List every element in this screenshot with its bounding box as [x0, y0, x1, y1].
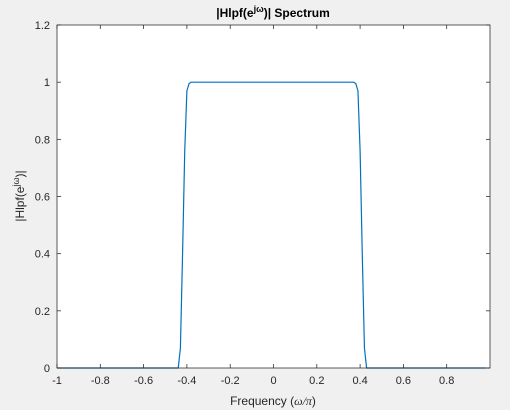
y-tick-label: 0.2 — [35, 306, 50, 318]
x-tick-label: -0.8 — [91, 375, 110, 387]
x-axis-ticks: -1 -0.8 -0.6 -0.4 -0.2 0 0.2 0.4 0.6 0.8 — [52, 25, 454, 387]
x-axis-label-math: ω/π — [294, 394, 313, 408]
y-tick-label: 0.8 — [35, 134, 50, 146]
y-tick-label: 1.2 — [35, 20, 50, 32]
x-tick-label: 0.8 — [439, 375, 454, 387]
x-tick-label: -0.2 — [221, 375, 240, 387]
y-axis-label-superscript: jω — [11, 177, 21, 187]
plot-box — [56, 24, 491, 369]
chart-title: |Hlpf(ejω)| Spectrum — [216, 4, 330, 20]
x-tick-label: -0.6 — [134, 375, 153, 387]
y-axis-ticks: 0 0.2 0.4 0.6 0.8 1 1.2 — [35, 20, 490, 375]
y-tick-label: 0.6 — [35, 192, 50, 204]
plot-area — [57, 25, 490, 368]
y-tick-label: 1 — [44, 77, 50, 89]
x-tick-label: 0.4 — [352, 375, 367, 387]
series-layer — [57, 81, 486, 369]
y-axis-label: |Hlpf(ejω)| — [11, 170, 27, 221]
x-tick-label: 0.2 — [309, 375, 324, 387]
x-tick-label: -1 — [52, 375, 62, 387]
chart-title-superscript: jω — [253, 4, 265, 14]
x-tick-label: 0.6 — [396, 375, 411, 387]
x-tick-label: 0 — [270, 375, 276, 387]
x-axis-label: Frequency (ω/π) — [230, 394, 316, 408]
spectrum-line — [57, 81, 486, 369]
x-tick-label: -0.4 — [177, 375, 196, 387]
y-tick-label: 0 — [44, 363, 50, 375]
y-tick-label: 0.4 — [35, 249, 50, 261]
